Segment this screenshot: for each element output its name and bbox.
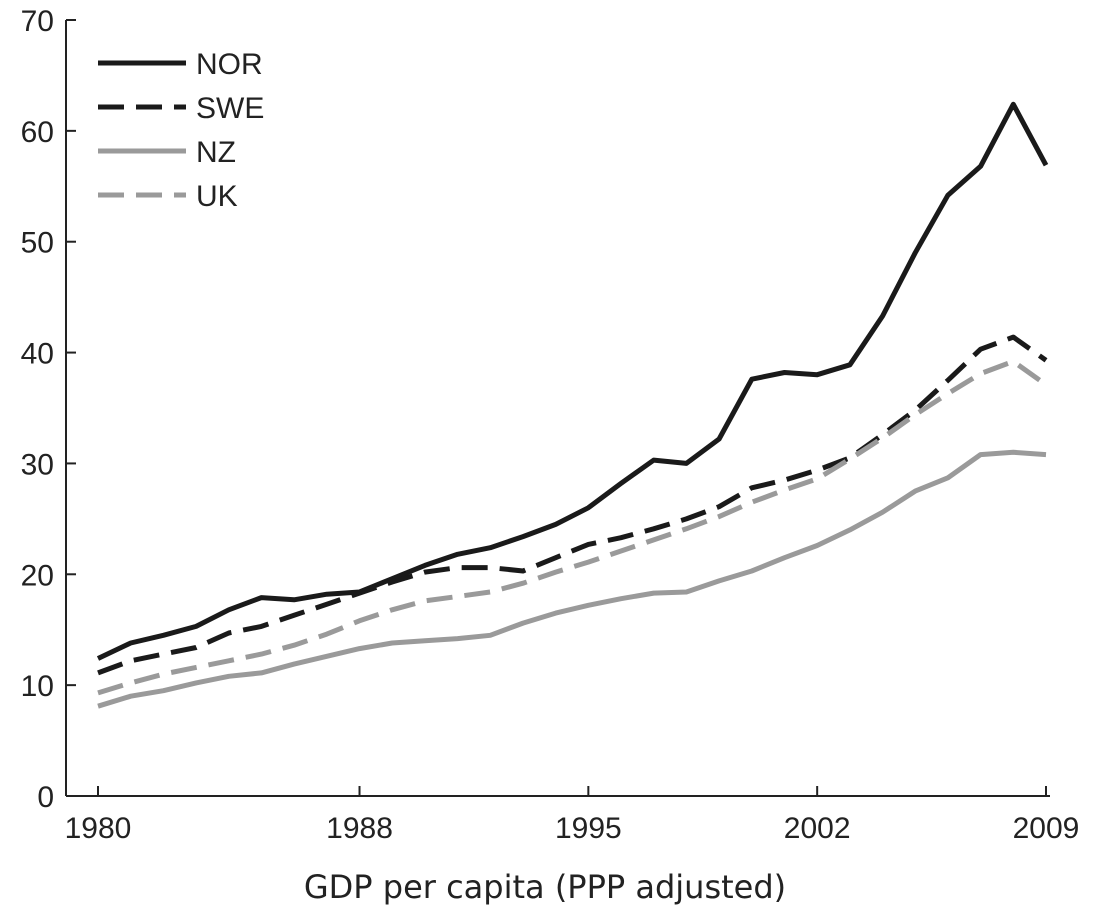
x-axis-label: GDP per capita (PPP adjusted) xyxy=(304,868,786,906)
y-tick-label: 60 xyxy=(21,116,54,149)
x-tick-label: 1980 xyxy=(65,812,132,845)
legend-label-uk: UK xyxy=(196,180,238,213)
legend-label-nz: NZ xyxy=(196,136,236,169)
y-tick-label: 20 xyxy=(21,559,54,592)
legend: NOR SWE NZ UK xyxy=(98,48,264,213)
x-tick-label: 1988 xyxy=(326,812,393,845)
y-tick-label: 70 xyxy=(21,5,54,38)
legend-label-nor: NOR xyxy=(196,48,263,81)
x-tick-label: 2002 xyxy=(784,812,851,845)
series-group xyxy=(96,101,1049,709)
series-line-swe xyxy=(97,334,1048,676)
series-line-nz xyxy=(97,449,1047,709)
x-tick-label: 2009 xyxy=(1013,812,1080,845)
x-tick-label: 1995 xyxy=(555,812,622,845)
y-tick-label: 40 xyxy=(21,338,54,371)
y-tick-label: 10 xyxy=(21,670,54,703)
y-tick-label: 0 xyxy=(37,781,54,814)
series-line-nor xyxy=(96,101,1049,661)
series-line-uk xyxy=(97,358,1048,696)
y-ticks: 0 10 20 30 40 50 60 70 xyxy=(21,5,76,814)
x-ticks: 1980 1988 1995 2002 2009 xyxy=(65,786,1080,845)
y-tick-label: 50 xyxy=(21,227,54,260)
legend-label-swe: SWE xyxy=(196,92,264,125)
axes xyxy=(65,20,1050,797)
y-tick-label: 30 xyxy=(21,448,54,481)
